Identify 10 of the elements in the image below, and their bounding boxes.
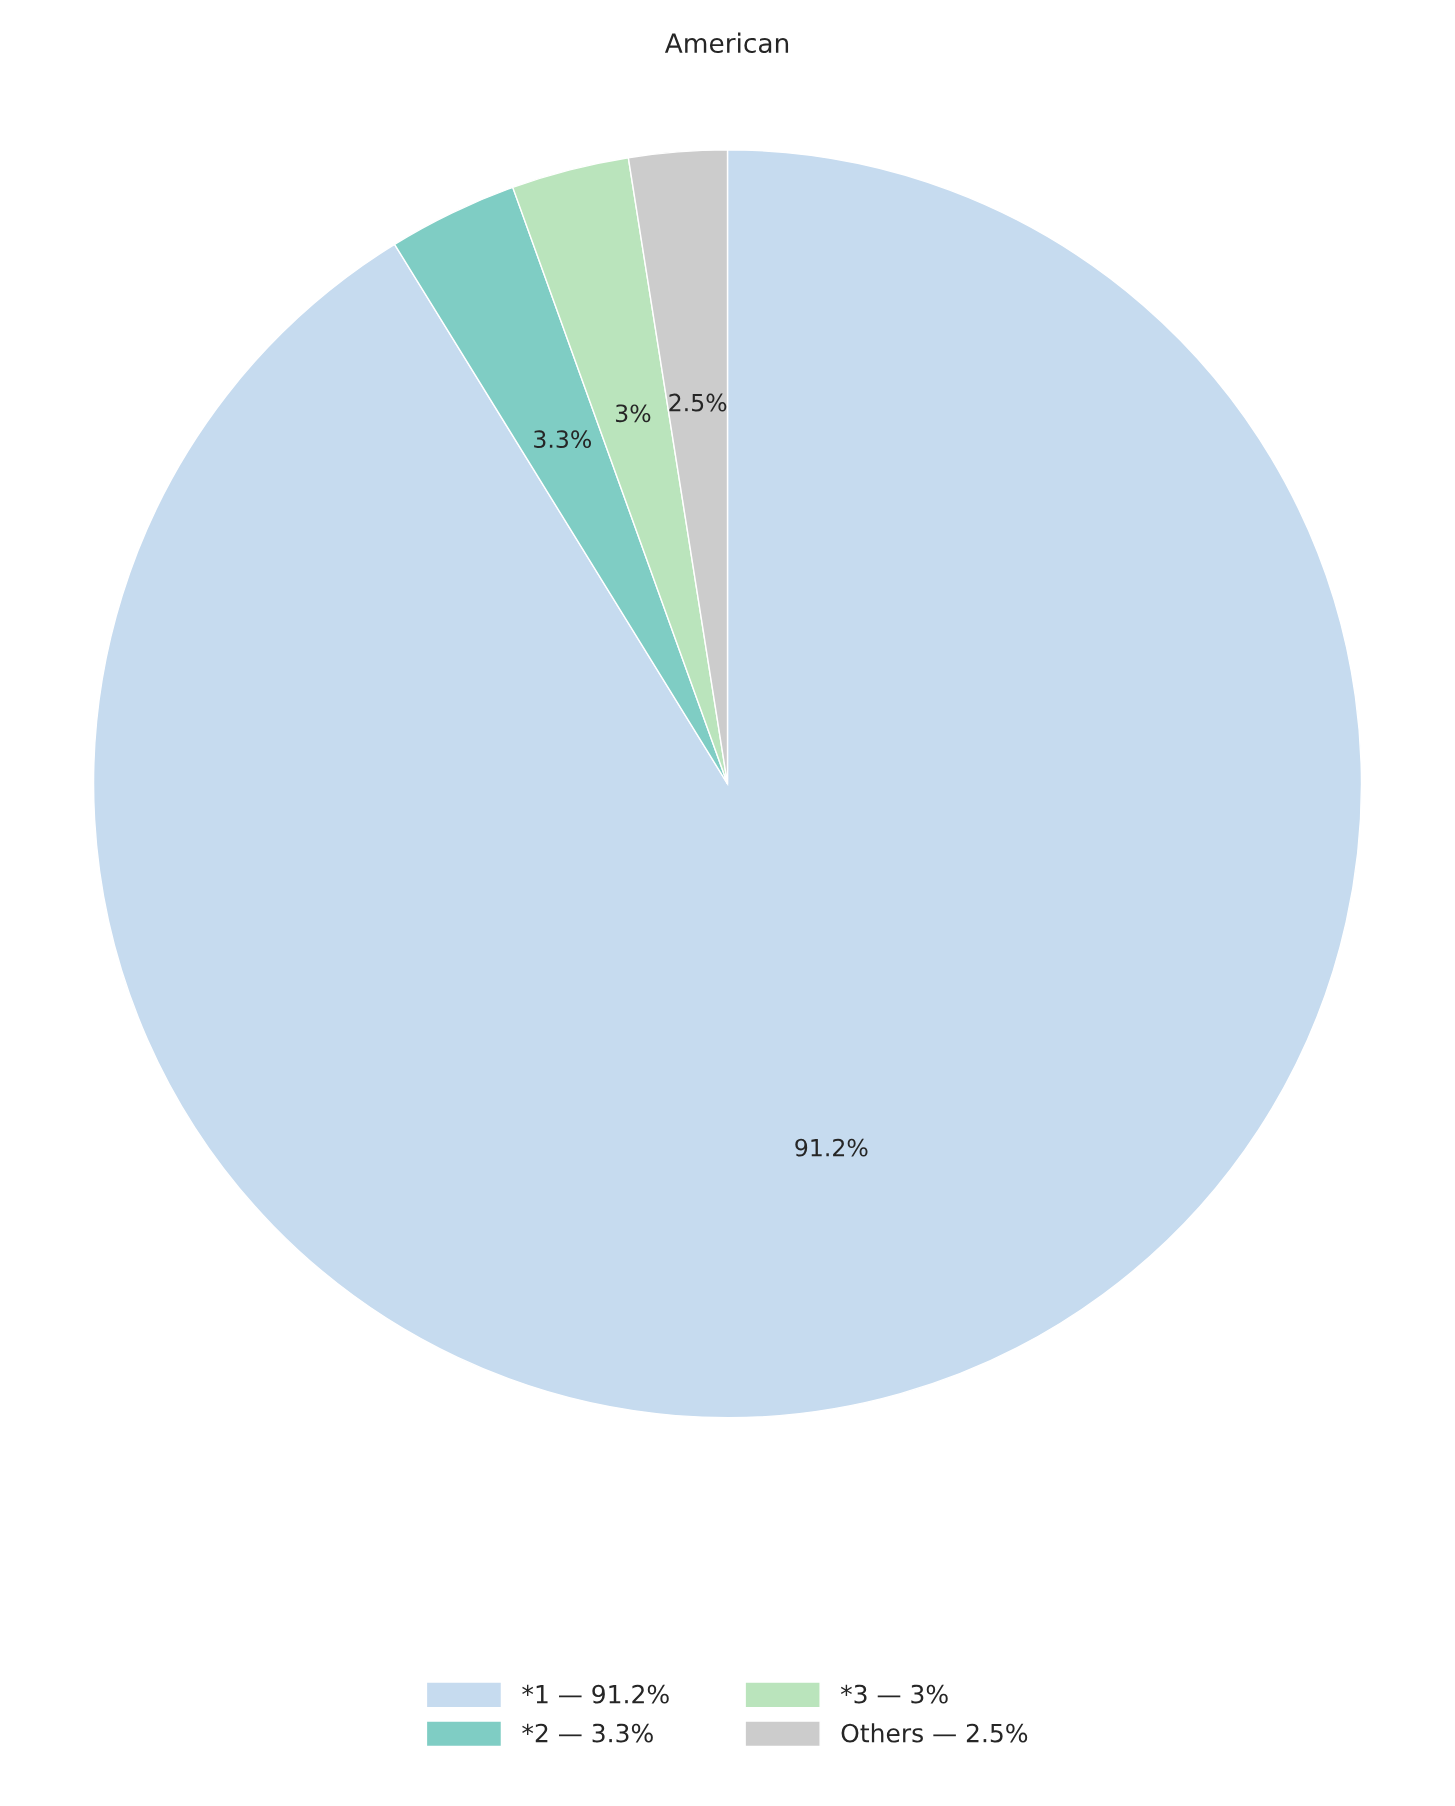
legend-label: *2 — 3.3% bbox=[522, 1723, 653, 1743]
data-label: 91.2% bbox=[795, 1138, 868, 1157]
data-label: 3.3% bbox=[534, 430, 592, 449]
legend-label: *3 — 3% bbox=[840, 1684, 948, 1704]
pie-slice bbox=[92, 149, 1363, 1419]
legend-label: Others — 2.5% bbox=[841, 1723, 1028, 1743]
data-label: 2.5% bbox=[669, 393, 727, 412]
chart-title: American bbox=[664, 32, 789, 54]
legend-label: *1 — 91.2% bbox=[522, 1684, 669, 1704]
data-label: 3% bbox=[615, 404, 651, 423]
